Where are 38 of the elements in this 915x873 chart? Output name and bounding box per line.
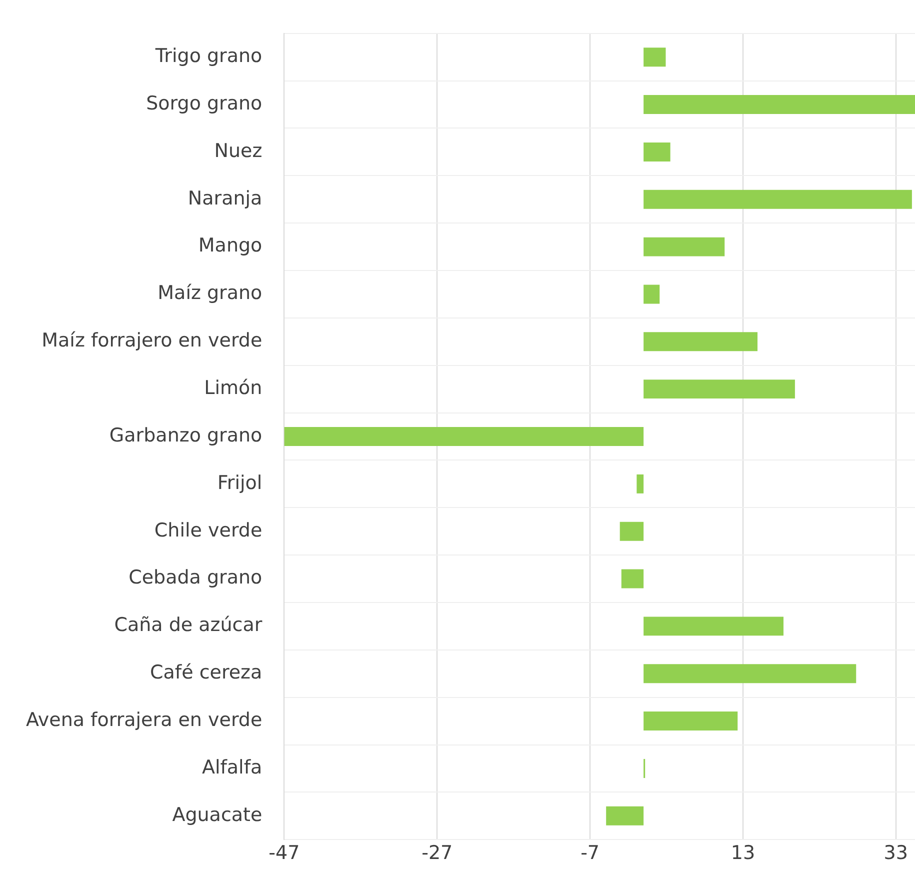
bar (620, 522, 644, 541)
x-tick-label: 33 (884, 842, 908, 864)
y-tick-label: Chile verde (154, 519, 262, 542)
bar (644, 190, 912, 209)
y-tick-label: Garbanzo grano (109, 424, 262, 446)
y-tick-label: Mango (198, 234, 262, 257)
x-tick-label: -27 (422, 842, 453, 864)
y-tick-label: Caña de azúcar (114, 614, 262, 636)
x-tick-label: -47 (268, 842, 300, 864)
y-tick-label: Trigo grano (154, 45, 262, 68)
bar (621, 569, 644, 588)
bar (606, 806, 644, 826)
y-tick-label: Avena forrajera en verde (26, 708, 262, 731)
bar (644, 616, 784, 636)
bar (636, 474, 644, 494)
y-tick-label: Aguacate (172, 804, 262, 826)
y-tick-label: Sorgo grano (146, 92, 262, 114)
y-tick-label: Nuez (214, 140, 262, 162)
x-tick-label: 13 (730, 842, 756, 864)
y-tick-label: Cebada grano (128, 566, 262, 589)
y-tick-label: Frijol (217, 472, 262, 494)
y-tick-label: Maíz forrajero en verde (42, 330, 262, 352)
bar (644, 142, 670, 162)
y-tick-label: Limón (204, 377, 262, 400)
bar (644, 712, 738, 731)
bar (644, 48, 666, 67)
bar (644, 332, 758, 352)
bar (644, 380, 795, 399)
bar (644, 237, 725, 256)
bar (284, 427, 644, 446)
y-tick-label: Naranja (188, 187, 262, 210)
bar (644, 95, 915, 114)
y-tick-label: Café cereza (150, 662, 262, 684)
bar (644, 284, 660, 304)
x-tick-label: -7 (580, 842, 600, 864)
y-tick-label: Maíz grano (158, 282, 262, 304)
bar (644, 664, 856, 684)
y-tick-label: Alfalfa (202, 756, 262, 778)
